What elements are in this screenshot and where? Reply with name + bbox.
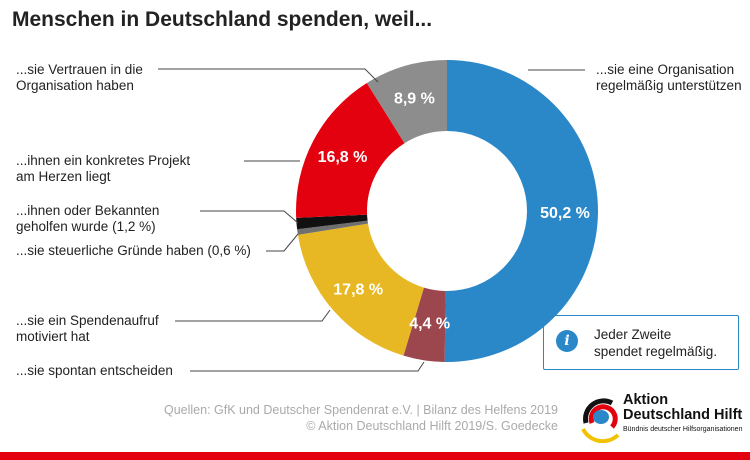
label-projekt: ...ihnen ein konkretes Projekt am Herzen …: [16, 153, 191, 184]
info-box: i Jeder Zweite spendet regelmäßig.: [543, 315, 739, 370]
slice-6: [366, 60, 447, 144]
footer-bar: [0, 452, 750, 460]
leader-line: [200, 210, 299, 224]
leader-lines: [158, 68, 585, 372]
logo-mark-icon: [581, 398, 620, 443]
info-icon: i: [556, 330, 578, 352]
label-steuer: ...sie steuerliche Gründe haben (0,6 %): [16, 243, 251, 258]
chart-title: Menschen in Deutschland spenden, weil...: [12, 8, 433, 31]
value-label: 50,2 %: [540, 205, 590, 222]
slice-0: [444, 60, 599, 363]
value-label: 4,4 %: [409, 316, 450, 333]
label-regelmaessig: ...sie eine Organisation regelmäßig unter…: [596, 62, 742, 93]
label-vertrauen: ...sie Vertrauen in die Organisation habe…: [16, 62, 143, 93]
info-line: Jeder Zweite: [594, 327, 672, 342]
logo: Aktion Deutschland Hilft Bündnis deutsche…: [578, 393, 748, 443]
slice-3: [297, 220, 369, 235]
info-line: spendet regelmäßig.: [594, 344, 718, 359]
slice-2: [297, 223, 424, 356]
label-spontan: ...sie spontan entscheiden: [16, 363, 173, 378]
value-label: 17,8 %: [333, 282, 383, 299]
value-label: 8,9 %: [394, 91, 435, 108]
label-bekannte: ...ihnen oder Bekannten geholfen wurde (1…: [16, 203, 160, 234]
source-note: Quellen: GfK und Deutscher Spendenrat e.…: [163, 403, 558, 433]
leader-line: [175, 309, 331, 322]
slice-4: [296, 214, 368, 230]
leader-line: [266, 233, 299, 252]
slice-5: [296, 83, 405, 218]
leader-line: [190, 361, 425, 372]
slice-1: [403, 287, 446, 362]
leader-line: [158, 68, 379, 83]
value-label: 16,8 %: [318, 149, 368, 166]
label-aufruf: ...sie ein Spendenaufruf motiviert hat: [16, 313, 159, 344]
